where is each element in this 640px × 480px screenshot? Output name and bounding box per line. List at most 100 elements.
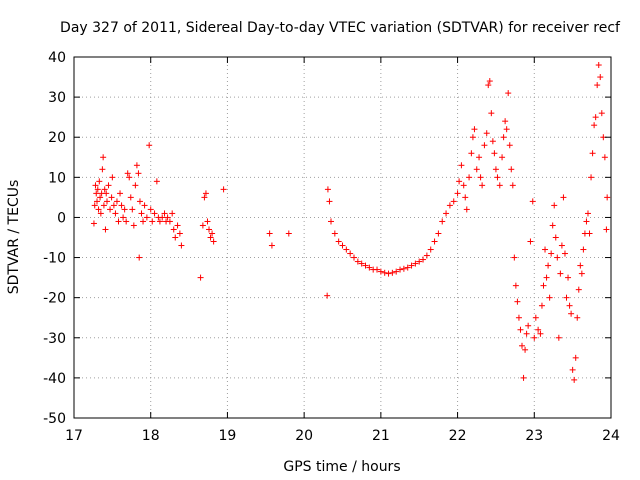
data-point — [324, 292, 331, 299]
data-point — [94, 198, 101, 205]
data-point — [578, 270, 585, 277]
data-point — [481, 142, 488, 149]
data-point — [458, 162, 465, 169]
data-point — [473, 166, 480, 173]
grid — [74, 57, 611, 418]
data-point — [400, 265, 407, 272]
data-point — [431, 238, 438, 245]
data-point — [102, 226, 109, 233]
data-point — [503, 126, 510, 133]
data-point — [108, 194, 115, 201]
data-point — [143, 214, 150, 221]
data-point — [90, 220, 97, 227]
data-point — [169, 210, 176, 217]
data-point — [324, 186, 331, 193]
data-point — [393, 268, 400, 275]
data-point — [468, 150, 475, 157]
data-point — [488, 110, 495, 117]
data-point — [170, 226, 177, 233]
x-tick-label: 18 — [142, 428, 160, 444]
data-point — [529, 198, 536, 205]
data-point — [109, 174, 116, 181]
data-point — [554, 254, 561, 261]
y-tick-label: -50 — [43, 411, 66, 427]
data-point — [343, 246, 350, 253]
data-point — [327, 218, 334, 225]
data-point — [209, 230, 216, 237]
x-axis-label: GPS time / hours — [283, 459, 400, 475]
data-point — [132, 182, 139, 189]
data-point — [435, 230, 442, 237]
data-point — [603, 226, 610, 233]
data-point — [105, 182, 112, 189]
data-point — [517, 326, 524, 333]
data-points — [90, 62, 611, 383]
x-tick-label: 23 — [525, 428, 543, 444]
data-point — [476, 154, 483, 161]
data-point — [381, 269, 388, 276]
data-point — [210, 238, 217, 245]
data-point — [469, 134, 476, 141]
data-point — [347, 250, 354, 257]
data-point — [592, 114, 599, 121]
data-point — [161, 210, 168, 217]
data-point — [494, 174, 501, 181]
data-point — [124, 170, 131, 177]
data-point — [374, 266, 381, 273]
data-point — [446, 202, 453, 209]
x-tick-label: 20 — [295, 428, 313, 444]
data-point — [514, 298, 521, 305]
data-point — [339, 242, 346, 249]
data-point — [591, 122, 598, 129]
data-point — [443, 210, 450, 217]
data-point — [326, 198, 333, 205]
data-point — [463, 206, 470, 213]
data-point — [127, 194, 134, 201]
data-point — [416, 258, 423, 265]
data-point — [354, 258, 361, 265]
data-point — [543, 274, 550, 281]
data-point — [598, 110, 605, 117]
data-point — [450, 198, 457, 205]
y-tick-label: -20 — [43, 291, 66, 307]
data-point — [454, 190, 461, 197]
data-point — [204, 218, 211, 225]
data-point — [202, 190, 209, 197]
y-tick-label: 0 — [57, 210, 66, 226]
data-point — [489, 138, 496, 145]
y-tick-label: 30 — [48, 90, 66, 106]
data-point — [207, 234, 214, 241]
x-tick-label: 19 — [219, 428, 237, 444]
data-point — [174, 222, 181, 229]
data-point — [206, 226, 213, 233]
data-point — [197, 274, 204, 281]
data-point — [117, 190, 124, 197]
data-point — [496, 182, 503, 189]
data-point — [509, 182, 516, 189]
data-point — [565, 274, 572, 281]
data-point — [566, 302, 573, 309]
data-point — [561, 250, 568, 257]
data-point — [538, 302, 545, 309]
data-point — [151, 210, 158, 217]
data-point — [569, 366, 576, 373]
y-tick-label: -30 — [43, 331, 66, 347]
data-point — [112, 210, 119, 217]
data-point — [130, 222, 137, 229]
data-point — [136, 254, 143, 261]
data-point — [135, 170, 142, 177]
data-point — [542, 246, 549, 253]
data-point — [199, 222, 206, 229]
y-axis-label: SDTVAR / TECUs — [6, 180, 22, 295]
y-tick-label: 20 — [48, 130, 66, 146]
data-point — [164, 214, 171, 221]
data-point — [123, 218, 130, 225]
data-point — [486, 78, 493, 85]
data-point — [483, 130, 490, 137]
data-point — [594, 82, 601, 89]
data-point — [548, 250, 555, 257]
data-point — [601, 154, 608, 161]
data-point — [511, 254, 518, 261]
data-point — [555, 334, 562, 341]
